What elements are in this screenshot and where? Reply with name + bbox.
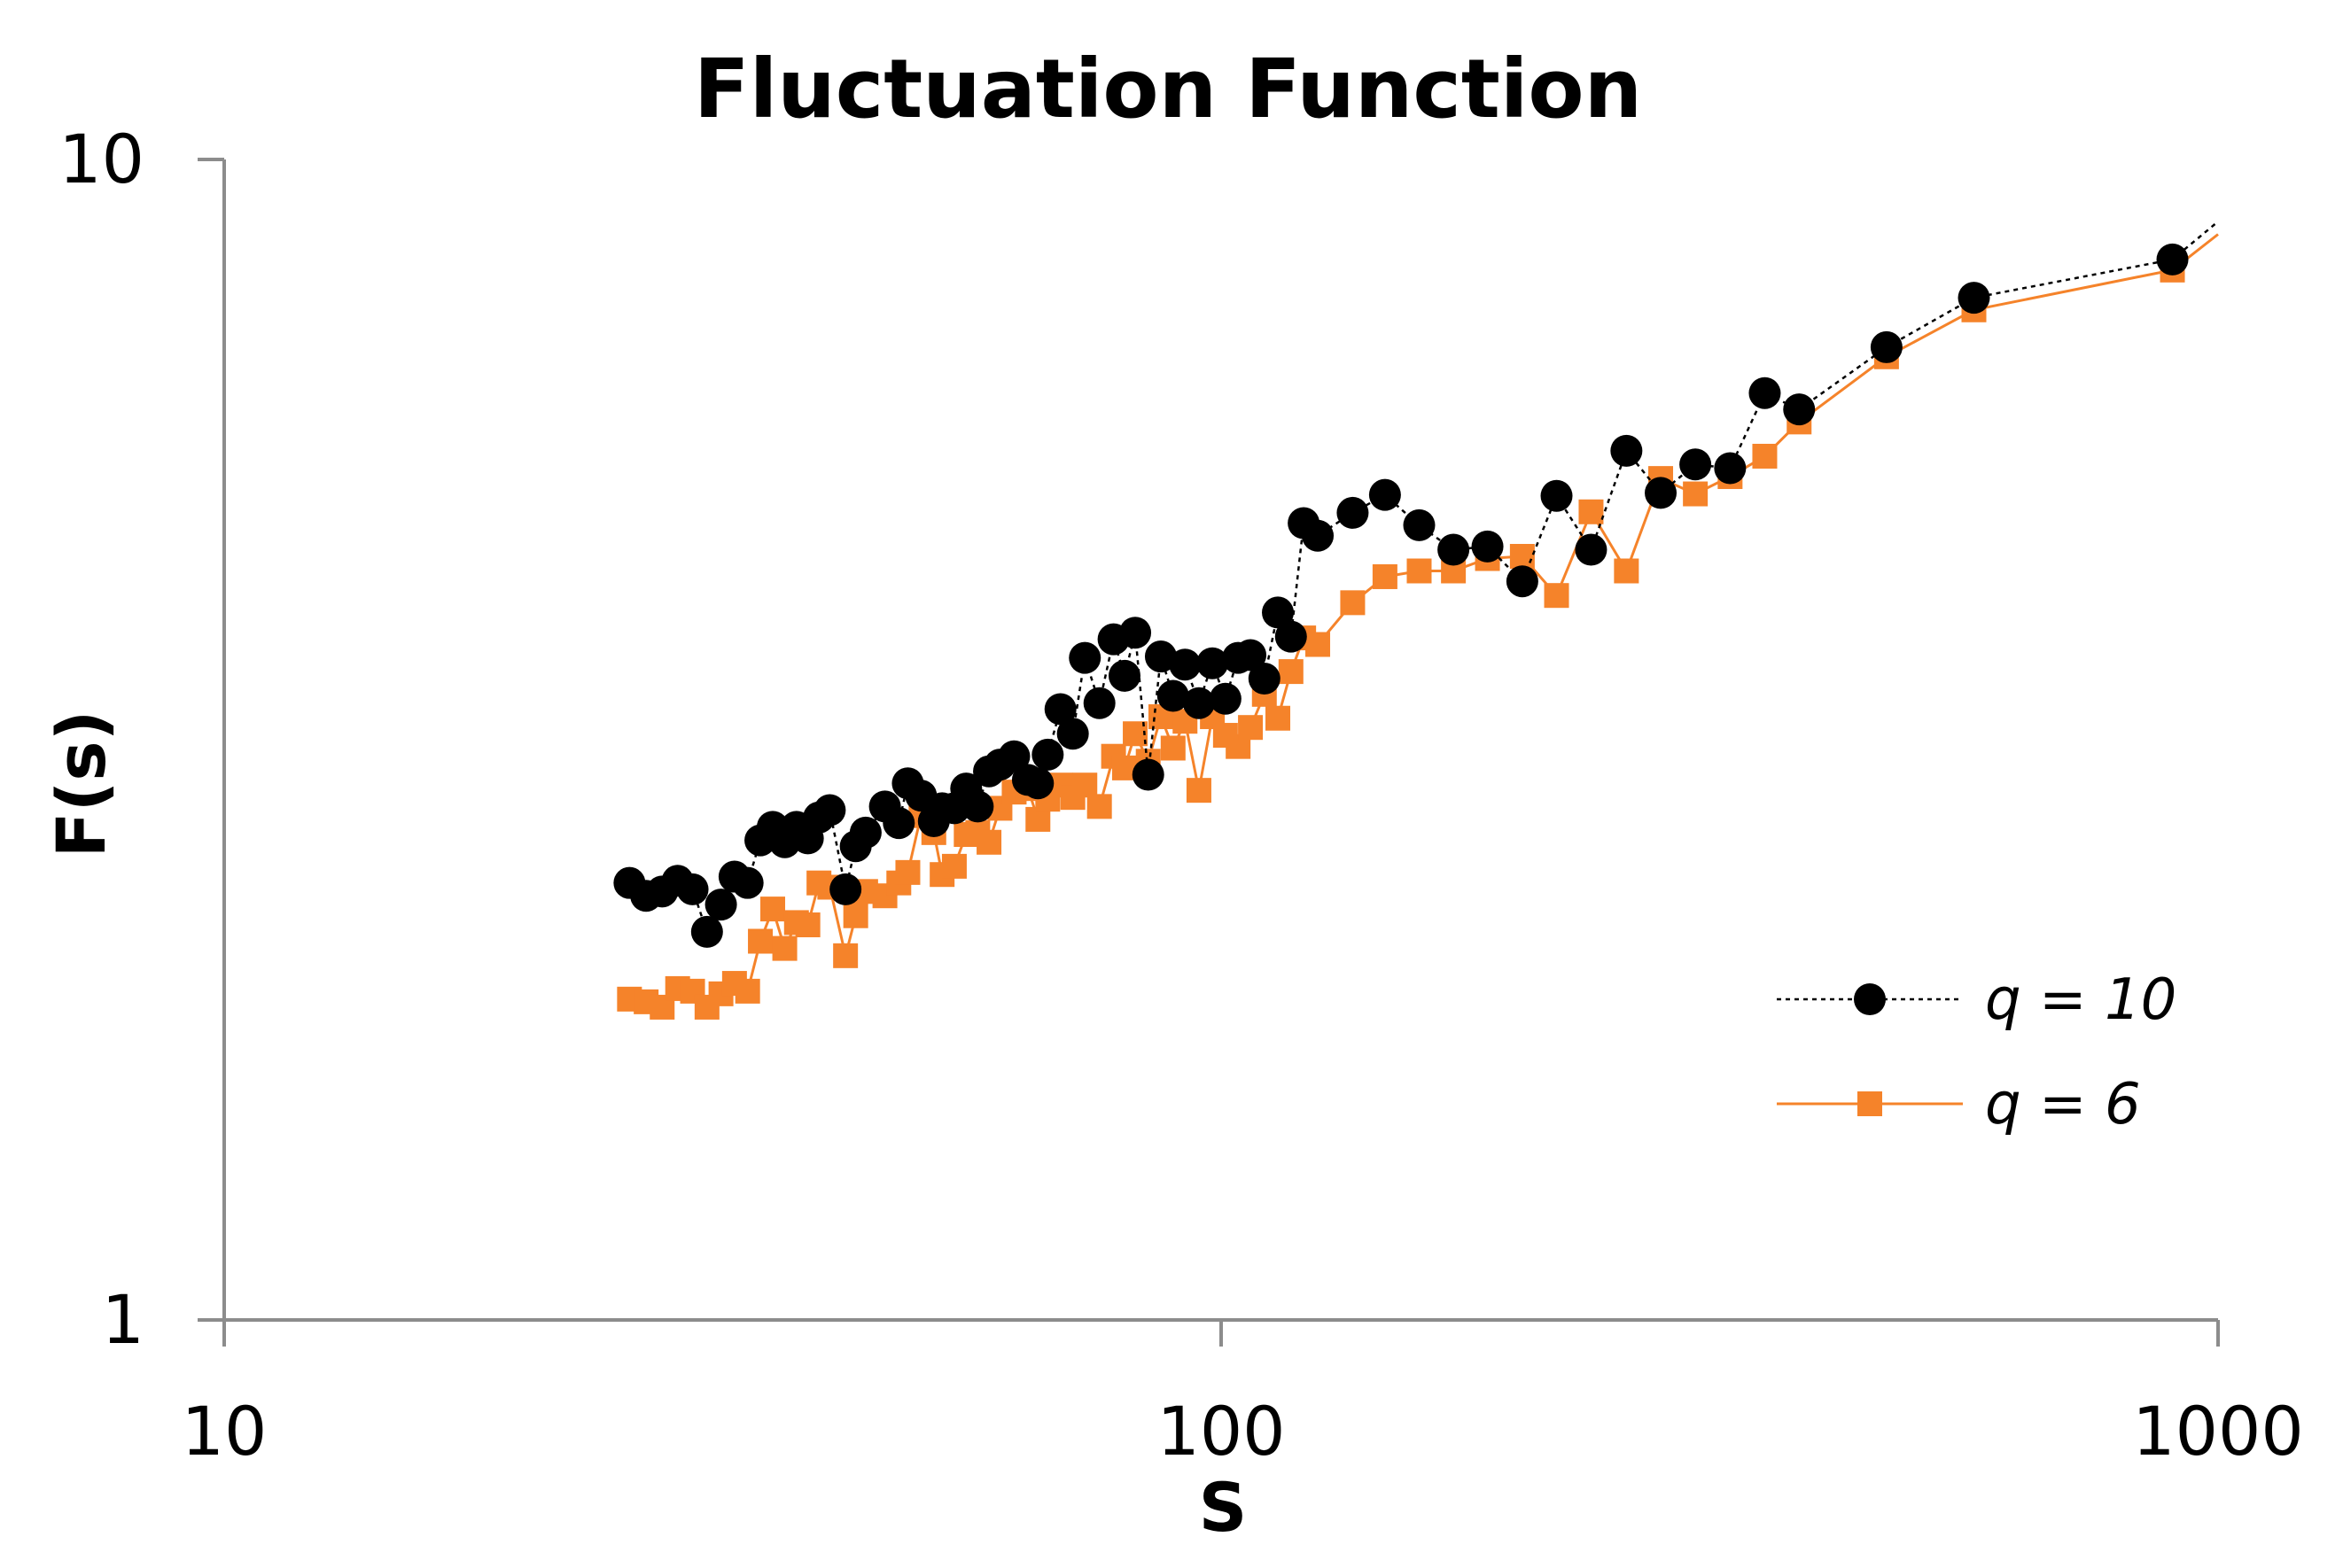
data-point-q-10 bbox=[829, 873, 862, 905]
data-point-q-6 bbox=[1160, 735, 1186, 761]
x-axis-title: S bbox=[1199, 1468, 1248, 1547]
data-point-q-6 bbox=[735, 978, 760, 1004]
data-point-q-10 bbox=[1506, 565, 1538, 598]
data-point-q-10 bbox=[1714, 452, 1747, 485]
data-point-q-10 bbox=[1302, 519, 1335, 552]
data-point-q-10 bbox=[1540, 479, 1573, 512]
data-point-q-6 bbox=[760, 897, 786, 922]
data-point-q-10 bbox=[1169, 648, 1202, 681]
data-point-q-10 bbox=[1069, 641, 1101, 674]
data-point-q-6 bbox=[895, 859, 921, 885]
x-tick-label: 10 bbox=[182, 1392, 268, 1471]
plot-area bbox=[613, 221, 2219, 1020]
legend-label: q = 10 bbox=[1985, 967, 2176, 1033]
data-point-q-10 bbox=[1958, 282, 1990, 314]
legend-marker bbox=[1854, 983, 1886, 1015]
data-point-q-10 bbox=[1156, 679, 1189, 712]
data-point-q-6 bbox=[1186, 778, 1211, 803]
data-point-q-10 bbox=[1575, 533, 1607, 566]
data-point-q-6 bbox=[977, 829, 1002, 855]
data-point-q-10 bbox=[1870, 330, 1903, 363]
x-tick-label: 1000 bbox=[2132, 1392, 2303, 1471]
data-point-q-10 bbox=[1119, 617, 1152, 649]
data-point-q-6 bbox=[1752, 443, 1778, 469]
series-q-10 bbox=[613, 221, 2219, 948]
y-tick-label: 10 bbox=[58, 120, 144, 198]
data-point-q-10 bbox=[690, 915, 723, 948]
data-point-q-6 bbox=[1072, 772, 1098, 798]
data-point-q-6 bbox=[1509, 544, 1535, 570]
y-axis-title: F(s) bbox=[42, 710, 121, 858]
data-point-q-10 bbox=[1262, 596, 1295, 629]
data-point-q-10 bbox=[1748, 376, 1781, 409]
data-point-q-10 bbox=[883, 807, 915, 840]
data-point-q-6 bbox=[1305, 632, 1331, 657]
data-point-q-10 bbox=[1645, 477, 1677, 509]
data-point-q-6 bbox=[1372, 563, 1397, 589]
data-point-q-6 bbox=[843, 903, 868, 928]
data-point-q-6 bbox=[795, 912, 821, 938]
data-point-q-6 bbox=[1614, 558, 1639, 584]
data-point-q-10 bbox=[1274, 620, 1307, 653]
data-point-q-6 bbox=[1265, 705, 1291, 731]
legend-label: q = 6 bbox=[1985, 1072, 2141, 1137]
data-point-q-6 bbox=[1683, 481, 1709, 507]
data-point-q-10 bbox=[731, 866, 764, 899]
data-point-q-10 bbox=[1056, 718, 1089, 750]
data-point-q-10 bbox=[998, 740, 1031, 772]
data-point-q-6 bbox=[1544, 583, 1569, 609]
data-point-q-10 bbox=[676, 873, 709, 905]
data-point-q-10 bbox=[1196, 647, 1229, 679]
data-point-q-10 bbox=[1336, 496, 1369, 529]
data-point-q-10 bbox=[1083, 687, 1116, 719]
data-point-q-6 bbox=[1340, 590, 1366, 616]
data-point-q-6 bbox=[1086, 794, 1112, 819]
data-point-q-6 bbox=[1406, 558, 1432, 584]
data-point-q-10 bbox=[961, 790, 994, 823]
data-point-q-10 bbox=[704, 889, 737, 921]
data-point-q-6 bbox=[748, 928, 774, 954]
data-point-q-6 bbox=[833, 943, 859, 968]
data-point-q-10 bbox=[1471, 530, 1504, 563]
data-point-q-6 bbox=[941, 853, 967, 879]
data-point-q-10 bbox=[1022, 767, 1055, 800]
chart-title: Fluctuation Function bbox=[694, 42, 1642, 136]
data-point-q-10 bbox=[1248, 663, 1280, 695]
data-point-q-10 bbox=[1234, 639, 1267, 671]
data-point-q-10 bbox=[849, 816, 882, 849]
data-point-q-10 bbox=[1437, 533, 1470, 566]
x-tick-label: 100 bbox=[1156, 1392, 1285, 1471]
data-point-q-10 bbox=[1044, 693, 1077, 726]
legend: q = 10 q = 6 bbox=[1777, 967, 2176, 1137]
legend-item-q-10: q = 10 bbox=[1777, 967, 2176, 1033]
legend-item-q-6: q = 6 bbox=[1777, 1072, 2141, 1137]
data-point-q-10 bbox=[1610, 434, 1643, 467]
data-point-q-10 bbox=[1679, 448, 1712, 481]
data-point-q-6 bbox=[772, 935, 798, 961]
data-point-q-10 bbox=[1108, 659, 1140, 692]
data-point-q-10 bbox=[1368, 478, 1401, 511]
data-point-q-10 bbox=[1783, 393, 1816, 426]
axes: 1 10 10 100 1000 bbox=[58, 120, 2303, 1471]
data-point-q-10 bbox=[2156, 243, 2189, 276]
data-point-q-10 bbox=[1144, 640, 1177, 673]
data-point-q-6 bbox=[1578, 499, 1604, 524]
data-point-q-10 bbox=[1182, 687, 1215, 719]
data-point-q-10 bbox=[1031, 738, 1064, 771]
legend-marker bbox=[1857, 1091, 1882, 1116]
data-point-q-10 bbox=[813, 794, 846, 827]
y-tick-label: 1 bbox=[102, 1280, 144, 1359]
data-point-q-10 bbox=[1132, 758, 1164, 791]
data-point-q-10 bbox=[1403, 508, 1436, 541]
data-point-q-10 bbox=[1209, 682, 1242, 715]
data-point-q-6 bbox=[1238, 715, 1264, 741]
data-point-q-6 bbox=[1278, 659, 1304, 685]
